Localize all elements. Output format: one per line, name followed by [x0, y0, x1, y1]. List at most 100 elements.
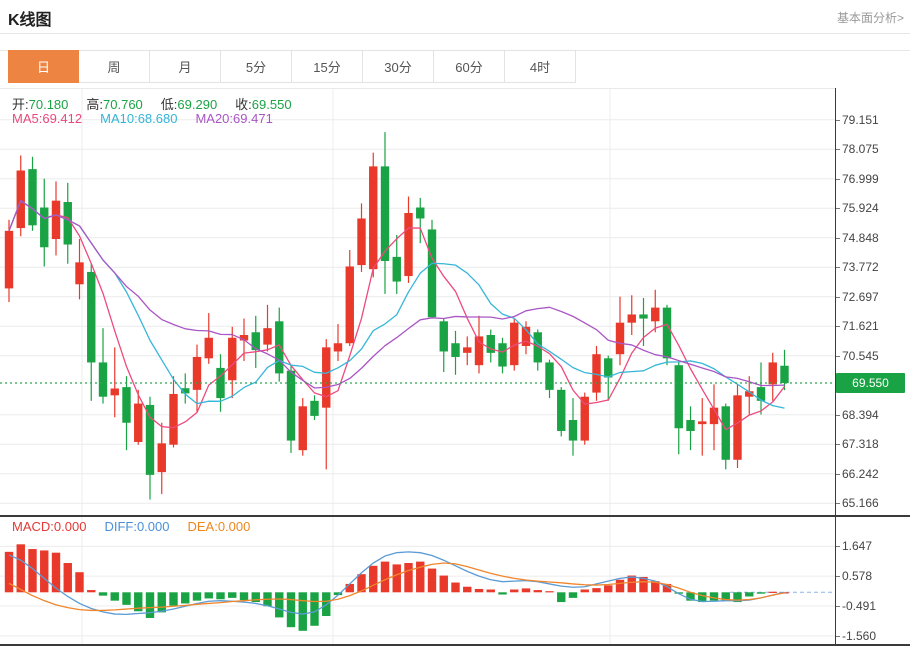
macd-hist-bar	[568, 592, 578, 598]
candle-body	[521, 326, 531, 346]
candle-body	[63, 202, 72, 245]
readout-item: MA10:68.680	[100, 111, 177, 126]
macd-hist-bar	[651, 581, 660, 593]
candle-body	[721, 406, 730, 460]
macd-hist-bar	[521, 588, 531, 593]
title-divider	[0, 33, 910, 34]
candle-body	[592, 354, 601, 393]
macd-axis-tick	[835, 605, 840, 607]
price-axis-label: 68.394	[842, 407, 879, 422]
chart-top-border	[0, 88, 910, 89]
macd-hist-bar	[345, 583, 354, 593]
price-axis-label: 76.999	[842, 171, 879, 186]
readout-value: 0.000	[136, 519, 170, 534]
candle-body	[733, 395, 742, 460]
macd-axis-label: 1.647	[842, 539, 873, 554]
readout-label: 低:	[160, 97, 178, 112]
candle-body	[122, 387, 131, 423]
macd-axis-tick	[835, 635, 840, 637]
macd-hist-bar	[110, 592, 119, 601]
candle-body	[568, 420, 578, 441]
macd-hist-bar	[298, 592, 307, 631]
price-axis-tick	[835, 178, 840, 180]
readout-value: 69.550	[251, 97, 292, 112]
price-axis-label: 75.924	[842, 201, 879, 216]
macd-hist-bar	[16, 544, 25, 593]
candle-body	[298, 406, 307, 451]
macd-hist-bar	[756, 592, 766, 594]
tab-日[interactable]: 日	[8, 50, 79, 83]
macd-hist-bar	[251, 592, 260, 603]
candle-body	[275, 321, 284, 374]
candle-body	[709, 407, 719, 425]
readout-value: 68.680	[137, 111, 178, 126]
macd-hist-bar	[533, 590, 542, 593]
candle-body	[615, 322, 625, 355]
tab-5分[interactable]: 5分	[221, 50, 292, 83]
price-axis-label: 79.151	[842, 112, 879, 127]
readout-item: MACD:0.000	[12, 519, 86, 534]
macd-hist-bar	[604, 585, 613, 593]
macd-hist-bar	[275, 592, 284, 618]
tab-15分[interactable]: 15分	[292, 50, 363, 83]
price-axis-label: 73.772	[842, 260, 879, 275]
macd-hist-bar	[333, 592, 343, 596]
price-axis-tick	[835, 414, 840, 416]
macd-hist-bar	[416, 561, 425, 593]
tab-60分[interactable]: 60分	[434, 50, 505, 83]
readout-label: 高:	[86, 97, 104, 112]
candle-body	[75, 262, 84, 285]
readout-value: 70.760	[103, 97, 143, 112]
fundamental-analysis-link[interactable]: 基本面分析>	[836, 11, 904, 25]
candle-body	[545, 362, 554, 390]
candle-body	[580, 396, 589, 441]
macd-hist-bar	[580, 589, 589, 593]
candle-body	[228, 337, 237, 381]
readout-value: 0.000	[53, 519, 87, 534]
readout-value: 69.290	[177, 97, 218, 112]
macd-hist-bar	[557, 592, 566, 603]
tab-30分[interactable]: 30分	[363, 50, 434, 83]
macd-chart[interactable]	[0, 516, 835, 644]
macd-hist-bar	[592, 588, 601, 593]
price-axis-label: 74.848	[842, 230, 879, 245]
ohlc-readout: 开:70.180 高:70.760 低:69.290 收:69.550	[12, 94, 292, 113]
readout-item: MA5:69.412	[12, 111, 82, 126]
readout-item: 低:69.290	[161, 94, 217, 113]
candle-body	[98, 362, 108, 397]
candle-body	[439, 321, 448, 352]
candle-body	[345, 266, 354, 344]
candle-body	[145, 404, 155, 475]
candle-body	[204, 337, 213, 359]
candle-body	[157, 443, 166, 473]
candle-body	[333, 343, 343, 352]
macd-hist-bar	[169, 592, 178, 606]
readout-label: 开:	[12, 97, 29, 112]
price-axis-tick	[835, 296, 840, 298]
price-axis-label: 72.697	[842, 289, 879, 304]
macd-hist-bar	[369, 565, 378, 593]
macd-hist-bar	[627, 575, 636, 593]
macd-hist-bar	[721, 592, 730, 601]
macd-hist-bar	[451, 582, 460, 593]
price-axis-tick	[835, 473, 840, 475]
tab-月[interactable]: 月	[150, 50, 221, 83]
readout-label: DEA:	[187, 519, 218, 534]
price-axis-tick	[835, 503, 840, 505]
main-chart-bottom-border	[0, 515, 910, 517]
readout-label: MA10:	[100, 111, 138, 126]
macd-axis-label: -1.560	[842, 628, 877, 643]
tab-4时[interactable]: 4时	[505, 50, 576, 83]
macd-hist-bar	[286, 592, 296, 628]
macd-hist-bar	[404, 563, 413, 593]
macd-hist-bar	[698, 592, 707, 603]
candle-body	[686, 420, 695, 431]
tab-周[interactable]: 周	[79, 50, 150, 83]
readout-value: 70.180	[28, 97, 69, 112]
candlestick-chart[interactable]	[0, 88, 835, 516]
candle-body	[639, 314, 648, 319]
candle-body	[263, 328, 272, 345]
price-axis-tick	[835, 149, 840, 151]
price-axis-label: 67.318	[842, 437, 879, 452]
